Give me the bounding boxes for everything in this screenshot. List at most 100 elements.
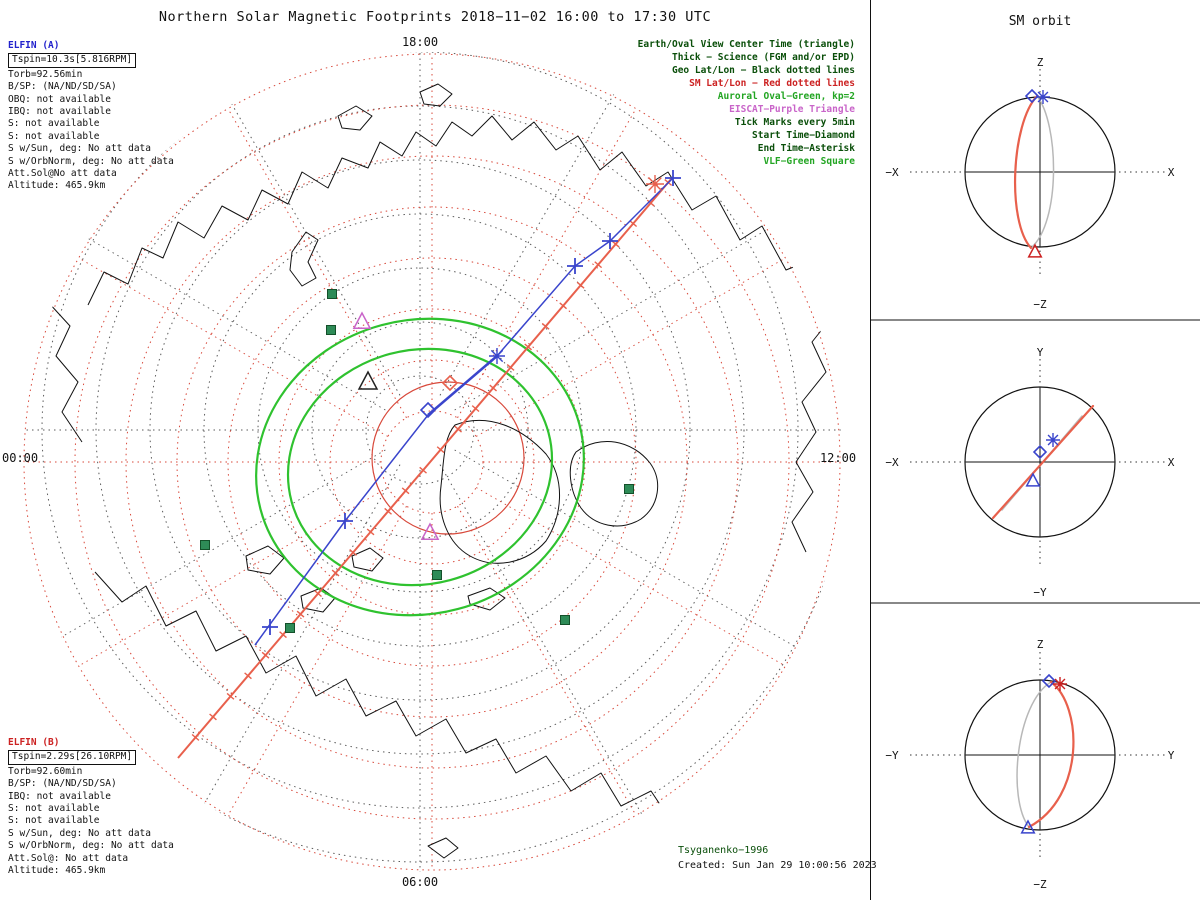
axis-label-z-bottom-3: −Z (1033, 878, 1047, 891)
sm-mlt-line (227, 505, 407, 816)
track-5min-tick (524, 343, 533, 351)
track-5min-tick (646, 199, 655, 207)
axis-label-y-top-2: Y (1037, 346, 1044, 359)
axis-label-x-left-2: −X (885, 456, 899, 469)
eiscat-triangle-marker (352, 311, 372, 330)
track-5min-tick (559, 302, 568, 310)
geo-latitude-circle (149, 159, 691, 701)
sm-mlt-line (78, 487, 389, 667)
info-line: IBQ: not available (8, 106, 111, 118)
sm-latitude-circle (278, 308, 586, 616)
track-5min-tick (576, 281, 585, 289)
track-5min-tick (419, 466, 427, 474)
elfin-a-tick-plus-marker (567, 258, 583, 274)
track-5min-tick (244, 672, 252, 680)
sm-mlt-line (78, 257, 389, 437)
sm-latitude-circle (329, 359, 535, 565)
legend-item: EISCAT−Purple Triangle (729, 104, 855, 115)
terminator-circle (371, 381, 525, 535)
satellite-a-tspin: Tspin=10.3s[5.816RPM] (8, 53, 137, 68)
footprint-map: 18:00 00:00 12:00 06:00 (2, 35, 856, 889)
coastline (289, 231, 319, 287)
vlf-station-square-marker (285, 623, 295, 633)
satellite-b-tspin: Tspin=2.29s[26.10RPM] (8, 750, 137, 765)
coastline (94, 571, 672, 822)
axis-label-x-left-1: −X (885, 166, 899, 179)
track-5min-tick (454, 425, 462, 433)
legend-item: End Time−Asterisk (757, 143, 855, 154)
vlf-station-square-marker (624, 484, 634, 494)
sm-mlt-line (457, 108, 637, 419)
coastline (569, 440, 659, 527)
elfin-a-tick-plus-marker (262, 619, 278, 635)
legend-item: Tick Marks every 5min (734, 117, 855, 128)
coastlines (35, 83, 837, 859)
track-5min-tick (594, 261, 603, 269)
center-time-triangle-marker (1027, 243, 1043, 258)
track-5min-tick (366, 528, 375, 536)
coastline (300, 587, 336, 613)
geo-latitude-circle (257, 267, 583, 593)
elfin-a-tick-plus-marker (337, 513, 353, 529)
orbit-panel-3 (910, 652, 1166, 858)
tspin-row: Tspin=2.29s[26.10RPM] (8, 749, 174, 765)
created-label: Created: Sun Jan 29 10:00:56 2023 (678, 860, 877, 871)
sm-latitude-circle (125, 155, 739, 769)
track-5min-tick (401, 487, 410, 495)
center-time-triangle-marker (1025, 472, 1041, 487)
coastline (467, 587, 506, 611)
sm-latitude-circle (380, 410, 484, 514)
vlf-station-square-marker (432, 570, 442, 580)
info-line: S w/OrbNorm, deg: No att data (8, 840, 174, 852)
coastline (439, 419, 560, 564)
orbit-panel-1 (910, 69, 1166, 275)
track-5min-tick (541, 322, 550, 330)
geo-meridian (184, 464, 401, 838)
info-line: S: not available (8, 118, 100, 130)
track-5min-tick (226, 692, 235, 700)
info-line: Torb=92.56min (8, 68, 83, 80)
orbit-arc (1013, 94, 1039, 250)
vlf-station-square-marker (560, 615, 570, 625)
orbit-arc (1016, 681, 1052, 828)
info-line: S: not available (8, 803, 100, 815)
geo-latitude-circle (365, 375, 475, 485)
track-5min-tick (349, 549, 357, 556)
geo-meridian (454, 449, 828, 666)
track-5min-tick (191, 733, 200, 741)
legend-item: Thick − Science (FGM and/or EPD) (671, 52, 855, 63)
legend: Earth/Oval View Center Time (triangle) T… (555, 38, 855, 168)
vlf-station-square-marker (200, 540, 210, 550)
orbit-arc (1030, 95, 1055, 249)
sm-latitude-circle (74, 104, 790, 820)
geo-latitude-circle (41, 52, 799, 809)
end-asterisk-marker (1046, 433, 1060, 447)
axis-label-x-right-2: X (1168, 456, 1175, 469)
info-line: S: not available (8, 815, 100, 827)
auroral-oval-inner (286, 347, 554, 587)
start-diamond-marker (1041, 673, 1057, 689)
info-line: Att.Sol@No att data (8, 168, 117, 180)
sm-orbit-panels: SM orbit Z −Z −X X Y −Y −X X Z −Z −Y Y (870, 0, 1200, 900)
axis-label-y-left-3: −Y (885, 749, 899, 762)
orbit-panel-2 (910, 359, 1166, 565)
track-5min-tick (279, 631, 287, 639)
info-line: Altitude: 465.9km (8, 865, 106, 877)
earth-circle (964, 679, 1116, 831)
legend-item: Earth/Oval View Center Time (triangle) (637, 39, 855, 50)
info-line: S: not available (8, 130, 100, 142)
elfin-a-science-segment (427, 355, 498, 416)
center-time-triangle-marker (1020, 819, 1036, 834)
orbit-arc (1027, 680, 1075, 829)
coastline (419, 83, 453, 107)
track-5min-tick (261, 651, 270, 659)
info-line: B/SP: (NA/ND/SD/SA) (8, 81, 117, 93)
info-line: OBQ: not available (8, 93, 111, 105)
geo-grid (22, 52, 842, 872)
end-asterisk-marker (1053, 677, 1067, 691)
elfin-b-start-diamond-marker (441, 374, 459, 392)
track-5min-tick (629, 220, 638, 228)
info-line: S w/Sun, deg: No att data (8, 827, 151, 839)
geo-meridian (184, 52, 401, 396)
elfin-a-info-block: ELFIN (A) Tspin=10.3s[5.816RPM] Torb=92.… (8, 40, 174, 193)
